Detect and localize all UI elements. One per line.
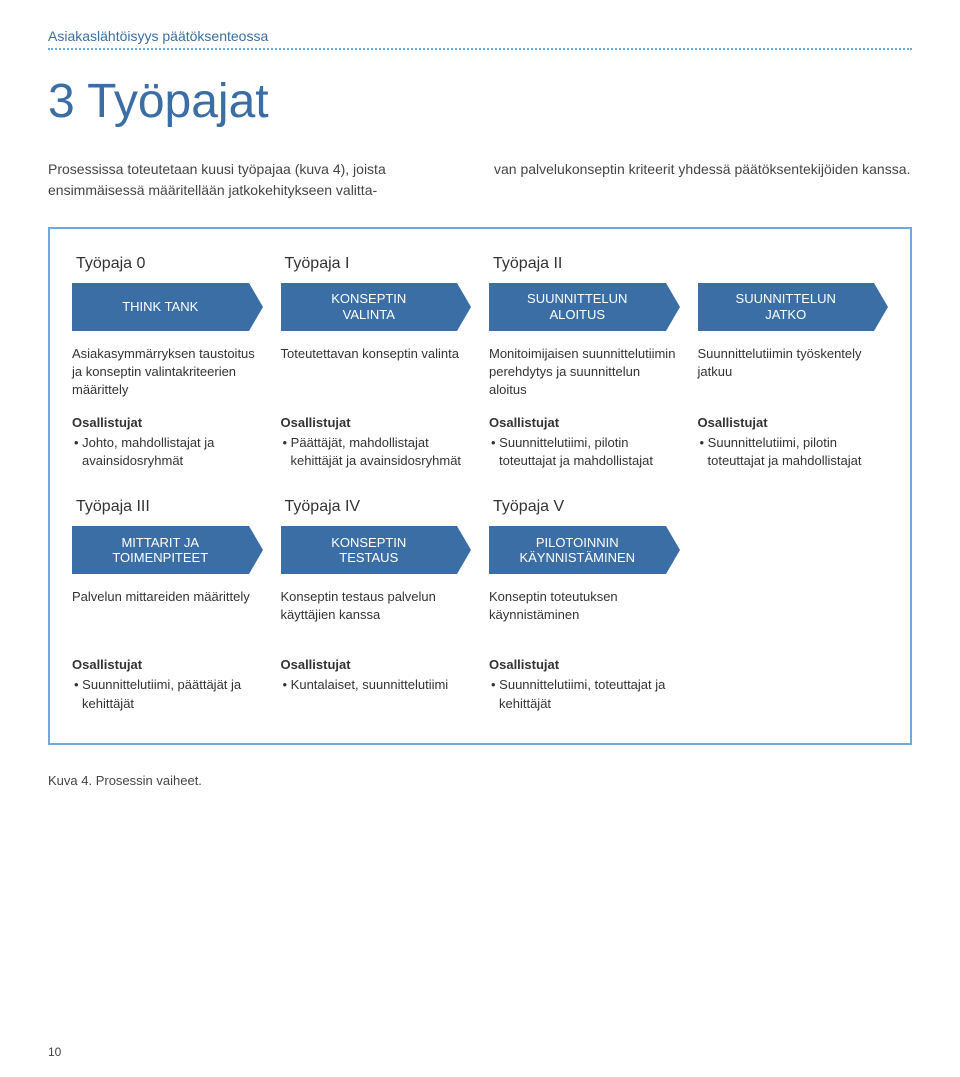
bottom-arrows-row: MITTARIT JATOIMENPITEET KONSEPTINTESTAUS… — [72, 526, 888, 588]
participants: Osallistujat • Johto, mahdollistajat ja a… — [72, 414, 263, 471]
arrow-label: SUUNNITTELUNJATKO — [698, 283, 875, 331]
process-diagram: Työpaja 0 Työpaja I Työpaja II THINK TAN… — [48, 227, 912, 745]
participants-title: Osallistujat — [698, 414, 889, 432]
arrow-label: KONSEPTINVALINTA — [281, 283, 458, 331]
participants: Osallistujat • Suunnittelutiimi, pilotin … — [698, 414, 889, 471]
participants-text: • Suunnittelutiimi, pilotin toteuttajat … — [489, 434, 680, 470]
participants: Osallistujat • Suunnittelutiimi, toteutta… — [489, 656, 680, 713]
stage-desc: Konseptin testaus palvelun käyttäjien ka… — [281, 588, 472, 642]
arrow-tip-icon — [666, 283, 680, 331]
arrow-pilotointi: PILOTOINNINKÄYNNISTÄMINEN — [489, 526, 680, 574]
top-titles-row: Työpaja 0 Työpaja I Työpaja II — [72, 255, 888, 283]
stage-desc: Konseptin toteutuksen käynnistäminen — [489, 588, 680, 642]
stage-title: Työpaja II — [489, 255, 680, 273]
arrow-label: SUUNNITTELUNALOITUS — [489, 283, 666, 331]
bottom-participants-row: Osallistujat • Suunnittelutiimi, päättäjä… — [72, 656, 888, 713]
dotted-rule — [48, 48, 912, 50]
participants: Osallistujat • Suunnittelutiimi, päättäjä… — [72, 656, 263, 713]
participants-text: • Suunnittelutiimi, pilotin toteuttajat … — [698, 434, 889, 470]
participants-text: • Johto, mahdollistajat ja avainsidosryh… — [72, 434, 263, 470]
participants-title: Osallistujat — [72, 414, 263, 432]
arrow-testaus: KONSEPTINTESTAUS — [281, 526, 472, 574]
arrow-tip-icon — [249, 526, 263, 574]
participants-title: Osallistujat — [489, 414, 680, 432]
stage-desc: Asiakasymmärryksen taustoitus ja konsept… — [72, 345, 263, 400]
arrow-tip-icon — [874, 283, 888, 331]
stage-title: Työpaja I — [281, 255, 472, 273]
stage-title: Työpaja III — [72, 498, 263, 516]
stage-title: Työpaja V — [489, 498, 680, 516]
participants-text: • Suunnittelutiimi, toteuttajat ja kehit… — [489, 676, 680, 712]
top-participants-row: Osallistujat • Johto, mahdollistajat ja a… — [72, 414, 888, 471]
participants: Osallistujat • Suunnittelutiimi, pilotin … — [489, 414, 680, 471]
stage-title: Työpaja IV — [281, 498, 472, 516]
arrow-label: KONSEPTINTESTAUS — [281, 526, 458, 574]
participants-text: • Kuntalaiset, suunnittelutiimi — [281, 676, 472, 694]
arrow-label: PILOTOINNINKÄYNNISTÄMINEN — [489, 526, 666, 574]
page-number: 10 — [48, 1045, 61, 1059]
arrow-tip-icon — [457, 526, 471, 574]
arrow-mittarit: MITTARIT JATOIMENPITEET — [72, 526, 263, 574]
participants-text: • Päättäjät, mahdollistajat kehittäjät j… — [281, 434, 472, 470]
intro-left: Prosessissa toteutetaan kuusi työpajaa (… — [48, 159, 466, 201]
participants-title: Osallistujat — [72, 656, 263, 674]
arrow-konseptin-valinta: KONSEPTINVALINTA — [281, 283, 472, 331]
bottom-titles-row: Työpaja III Työpaja IV Työpaja V — [72, 498, 888, 526]
top-desc-row: Asiakasymmärryksen taustoitus ja konsept… — [72, 345, 888, 414]
arrow-tip-icon — [666, 526, 680, 574]
participants-title: Osallistujat — [281, 656, 472, 674]
stage-desc: Toteutettavan konseptin valinta — [281, 345, 472, 399]
participants: Osallistujat • Päättäjät, mahdollistajat … — [281, 414, 472, 471]
stage-desc: Monitoimijaisen suunnittelutiimin perehd… — [489, 345, 680, 400]
intro-paragraph: Prosessissa toteutetaan kuusi työpajaa (… — [48, 159, 912, 201]
arrow-suunnittelun-jatko: SUUNNITTELUNJATKO — [698, 283, 889, 331]
arrow-suunnittelun-aloitus: SUUNNITTELUNALOITUS — [489, 283, 680, 331]
participants-title: Osallistujat — [489, 656, 680, 674]
arrow-tip-icon — [249, 283, 263, 331]
stage-desc: Palvelun mittareiden määrittely — [72, 588, 263, 642]
top-arrows-row: THINK TANK KONSEPTINVALINTA SUUNNITTELUN… — [72, 283, 888, 345]
intro-right: van palvelukonseptin kriteerit yhdessä p… — [494, 159, 912, 201]
arrow-tip-icon — [457, 283, 471, 331]
arrow-label: MITTARIT JATOIMENPITEET — [72, 526, 249, 574]
participants: Osallistujat • Kuntalaiset, suunnitteluti… — [281, 656, 472, 694]
stage-title: Työpaja 0 — [72, 255, 263, 273]
bottom-desc-row: Palvelun mittareiden määrittely Konsepti… — [72, 588, 888, 656]
figure-caption: Kuva 4. Prosessin vaiheet. — [48, 773, 912, 788]
stage-desc: Suunnittelutiimin työskentely jatkuu — [698, 345, 889, 399]
arrow-think-tank: THINK TANK — [72, 283, 263, 331]
page-title: 3 Työpajat — [48, 74, 912, 129]
participants-title: Osallistujat — [281, 414, 472, 432]
section-label: Asiakaslähtöisyys päätöksenteossa — [48, 28, 912, 44]
arrow-label: THINK TANK — [72, 283, 249, 331]
participants-text: • Suunnittelutiimi, päättäjät ja kehittä… — [72, 676, 263, 712]
